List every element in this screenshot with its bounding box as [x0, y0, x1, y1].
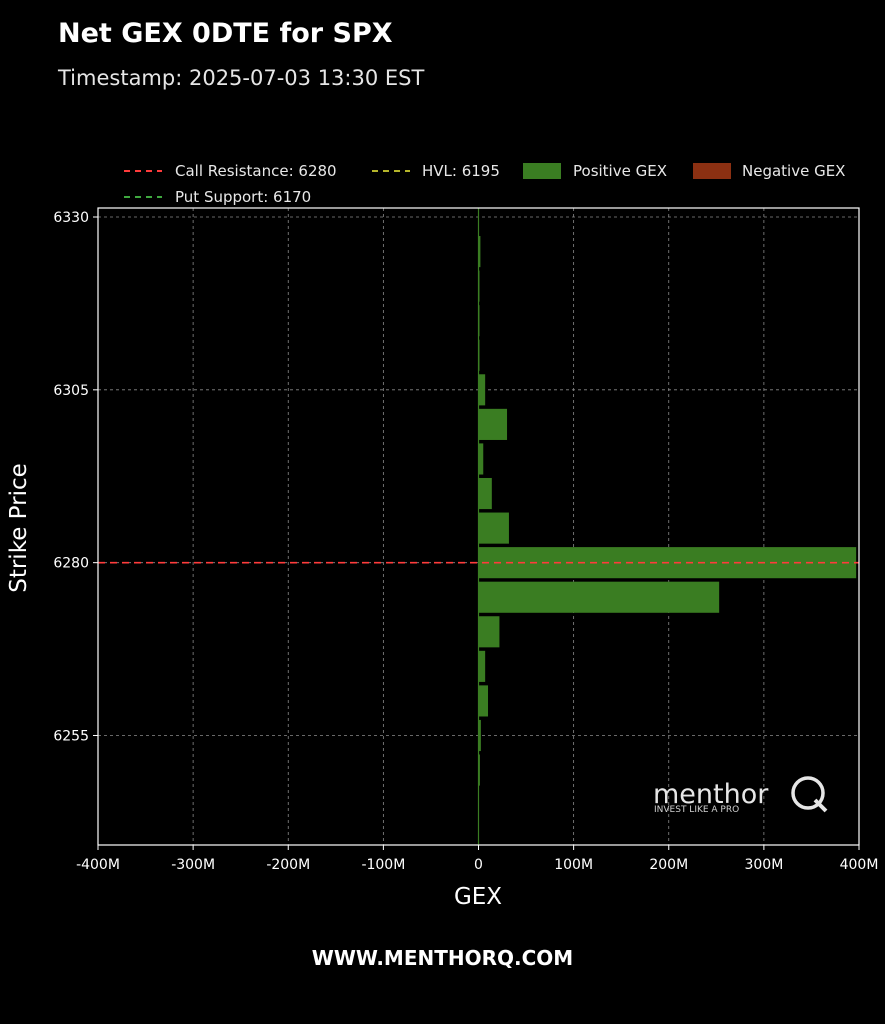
legend-positive-gex-label: Positive GEX [573, 162, 667, 180]
legend-hvl-label: HVL: 6195 [422, 162, 500, 180]
x-tick-label-4: 0 [474, 857, 483, 873]
bar-positive-6275 [478, 581, 720, 613]
x-tick-label-3: -100M [361, 857, 405, 873]
bars [478, 236, 857, 786]
logo-tagline: INVEST LIKE A PRO [654, 805, 739, 815]
logo-q-tail [813, 798, 828, 813]
bar-positive-6290 [478, 477, 492, 510]
footer-url: WWW.MENTHORQ.COM [311, 946, 574, 970]
bar-positive-6270 [478, 616, 500, 648]
y-tick-label-0: 6255 [53, 729, 89, 745]
legend-negative-gex-swatch [693, 163, 731, 179]
x-tick-label-0: -400M [76, 857, 120, 873]
bar-positive-6305 [478, 374, 486, 406]
x-tick-label-6: 200M [649, 857, 688, 873]
x-tick-label-8: 400M [840, 857, 879, 873]
y-tick-label-3: 6330 [53, 210, 89, 226]
bar-positive-6260 [478, 685, 489, 717]
chart-title: Net GEX 0DTE for SPX [58, 18, 393, 49]
logo-q-icon [791, 776, 825, 810]
bar-positive-6285 [478, 512, 509, 544]
bar-positive-6255 [478, 719, 481, 752]
y-axis-label: Strike Price [6, 463, 32, 593]
bar-positive-6295 [478, 443, 484, 475]
bar-positive-6265 [478, 650, 486, 682]
x-tick-label-1: -300M [171, 857, 215, 873]
x-tick-label-5: 100M [554, 857, 593, 873]
bar-positive-6300 [478, 408, 508, 440]
legend-negative-gex-label: Negative GEX [742, 162, 845, 180]
chart-subtitle: Timestamp: 2025-07-03 13:30 EST [58, 66, 425, 90]
bar-positive-6315 [478, 305, 480, 337]
legend: Call Resistance: 6280 HVL: 6195 Positive… [124, 162, 845, 206]
bar-positive-6320 [478, 270, 480, 302]
x-axis-ticks: -400M -300M -200M -100M 0 100M 200M 300M 400M [76, 845, 878, 873]
bar-positive-6250 [478, 754, 480, 786]
menthorq-logo: menthor INVEST LIKE A PRO [653, 776, 828, 815]
bar-positive-6310 [478, 339, 480, 371]
legend-put-support-label: Put Support: 6170 [175, 188, 311, 206]
y-tick-label-2: 6305 [53, 383, 89, 399]
y-axis-ticks: 6255 6280 6305 6330 [53, 210, 98, 745]
logo-wordmark: menthor [653, 779, 769, 810]
x-tick-label-2: -200M [266, 857, 310, 873]
bar-positive-6325 [478, 236, 481, 268]
legend-call-resistance-label: Call Resistance: 6280 [175, 162, 337, 180]
legend-positive-gex-swatch [523, 163, 561, 179]
x-axis-label: GEX [454, 884, 502, 910]
x-tick-label-7: 300M [744, 857, 783, 873]
y-tick-label-1: 6280 [53, 556, 89, 572]
